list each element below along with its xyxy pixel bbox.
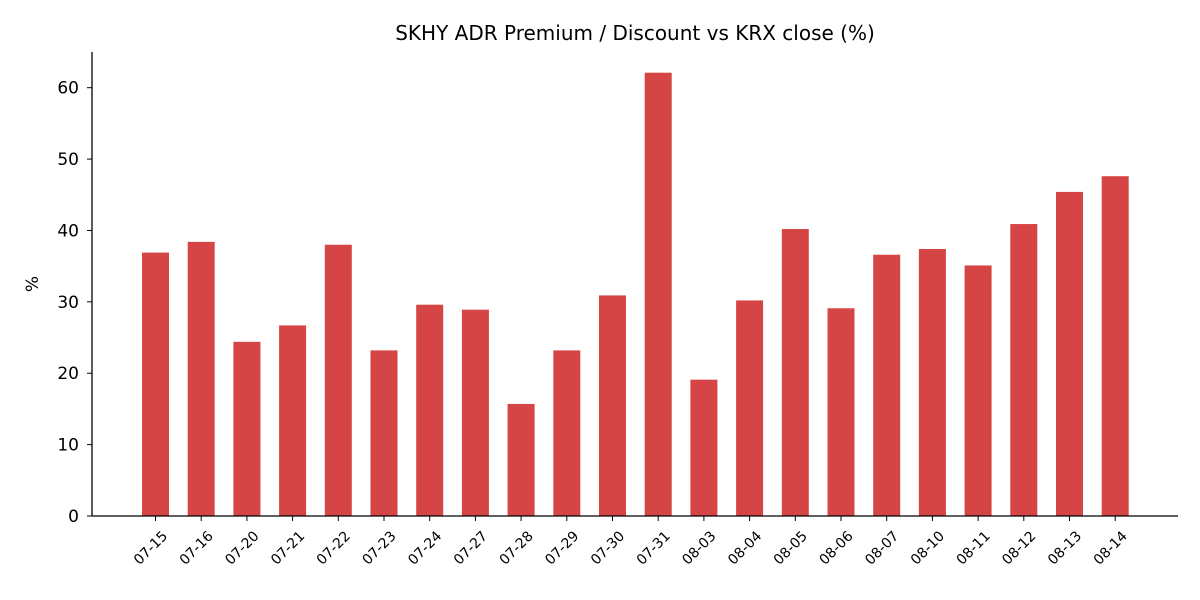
bar-08-14 (1101, 176, 1129, 516)
bar-07-30 (599, 295, 626, 516)
bar-08-10 (918, 249, 946, 516)
y-tick-label: 50 (57, 150, 79, 170)
x-tick-label: 07-31 (634, 528, 674, 568)
x-tick-label: 07-21 (268, 528, 308, 568)
bar-08-07 (873, 254, 901, 517)
bar-08-05 (781, 229, 809, 516)
y-axis-ticks: 0 10 20 30 40 50 60 (57, 79, 92, 527)
bar-08-13 (1056, 191, 1083, 516)
bar-08-12 (1010, 224, 1038, 517)
bar-07-15 (142, 252, 169, 516)
x-tick-label: 08-06 (817, 528, 857, 568)
bar-07-21 (279, 325, 307, 516)
bar-08-04 (736, 300, 764, 516)
x-tick-label: 07-29 (542, 528, 582, 568)
x-tick-label: 07-15 (131, 528, 171, 568)
bars-group (142, 72, 1129, 517)
y-tick-label: 40 (57, 221, 79, 241)
x-tick-label: 07-27 (451, 528, 491, 568)
bar-07-23 (370, 350, 398, 516)
bar-07-22 (324, 244, 352, 517)
y-tick-label: 0 (68, 507, 79, 527)
x-tick-label: 07-22 (314, 528, 354, 568)
bar-07-29 (553, 350, 581, 516)
x-tick-label: 08-11 (954, 528, 994, 568)
x-tick-label: 08-07 (862, 528, 902, 568)
y-tick-label: 10 (57, 436, 79, 456)
y-tick-label: 30 (57, 293, 79, 313)
x-axis-ticks: 07-15 07-16 07-20 07-21 07-22 07-23 07-24 07-27… (131, 516, 1131, 568)
y-axis-label: % (23, 276, 43, 292)
x-tick-label: 07-20 (222, 528, 262, 568)
chart-title: SKHY ADR Premium / Discount vs KRX close… (395, 21, 875, 45)
x-tick-label: 08-10 (908, 528, 948, 568)
bar-07-20 (233, 341, 261, 516)
x-tick-label: 07-30 (588, 528, 628, 568)
x-tick-label: 07-28 (497, 528, 537, 568)
y-tick-label: 20 (57, 364, 79, 384)
bar-08-06 (827, 308, 855, 516)
y-tick-label: 60 (57, 79, 79, 99)
bar-07-31 (644, 72, 672, 516)
bar-07-27 (461, 309, 489, 516)
bar-07-28 (507, 403, 535, 516)
x-tick-label: 08-12 (999, 528, 1039, 568)
x-tick-label: 08-04 (725, 528, 765, 568)
x-tick-label: 08-14 (1091, 528, 1131, 568)
x-tick-label: 08-05 (771, 528, 811, 568)
x-tick-label: 08-03 (679, 528, 719, 568)
x-tick-label: 07-24 (405, 528, 445, 568)
x-tick-label: 08-13 (1045, 528, 1085, 568)
x-tick-label: 07-16 (177, 528, 217, 568)
bar-08-11 (964, 265, 992, 516)
x-tick-label: 07-23 (360, 528, 400, 568)
bar-08-03 (690, 379, 718, 516)
bar-07-24 (416, 304, 444, 516)
bar-07-16 (187, 241, 215, 516)
